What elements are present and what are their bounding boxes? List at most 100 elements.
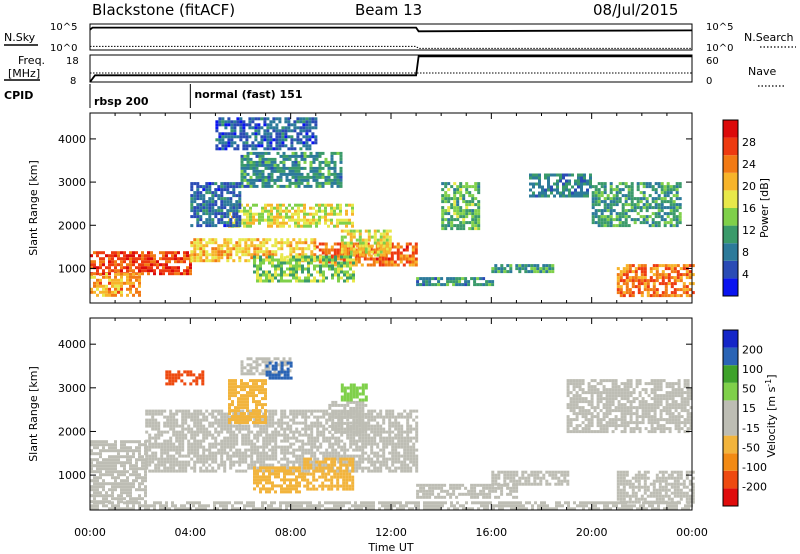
heatmap-cell — [259, 279, 262, 283]
heatmap-cell — [321, 215, 324, 219]
heatmap-cell — [334, 451, 338, 455]
heatmap-cell — [171, 251, 174, 255]
heatmap-cell — [664, 285, 668, 289]
heatmap-cell — [311, 126, 315, 130]
heatmap-cell — [229, 238, 233, 242]
colorbar-tick-label: 20 — [742, 180, 756, 193]
heatmap-cell — [464, 280, 468, 284]
heatmap-cell — [283, 463, 287, 467]
heatmap-cell — [284, 144, 288, 148]
heatmap-cell — [312, 212, 315, 216]
heatmap-cell — [224, 135, 228, 139]
heatmap-cell — [145, 448, 149, 452]
heatmap-cell — [303, 209, 306, 213]
heatmap-cell — [533, 267, 537, 271]
heatmap-cell — [336, 466, 340, 470]
heatmap-cell — [129, 275, 132, 279]
heatmap-cell — [292, 415, 296, 419]
heatmap-cell — [672, 209, 676, 213]
heatmap-cell — [337, 445, 341, 449]
heatmap-cell — [391, 454, 395, 458]
heatmap-cell — [660, 188, 664, 192]
heatmap-cell — [330, 154, 334, 158]
heatmap-cell — [117, 263, 120, 267]
heatmap-cell — [169, 460, 173, 464]
heatmap-cell — [670, 282, 674, 286]
heatmap-cell — [259, 469, 262, 473]
heatmap-cell — [144, 485, 147, 489]
heatmap-cell — [288, 215, 291, 219]
heatmap-cell — [651, 206, 655, 210]
heatmap-cell — [376, 451, 380, 455]
heatmap-cell — [334, 454, 338, 458]
heatmap-cell — [286, 238, 290, 242]
heatmap-cell — [318, 151, 322, 155]
heatmap-cell — [345, 478, 349, 482]
heatmap-cell — [148, 448, 152, 452]
heatmap-cell — [382, 232, 386, 236]
heatmap-cell — [382, 439, 386, 443]
heatmap-cell — [282, 169, 286, 173]
heatmap-cell — [241, 460, 245, 464]
heatmap-cell — [676, 273, 680, 277]
heatmap-cell — [135, 266, 138, 270]
heatmap-cell — [285, 212, 288, 216]
heatmap-cell — [229, 442, 233, 446]
heatmap-cell — [150, 254, 153, 258]
heatmap-cell — [477, 191, 481, 195]
heatmap-cell — [267, 209, 270, 213]
heatmap-cell — [237, 403, 240, 407]
heatmap-cell — [624, 209, 628, 213]
heatmap-cell — [268, 439, 272, 443]
heatmap-cell — [385, 460, 389, 464]
heatmap-cell — [114, 263, 117, 267]
heatmap-cell — [370, 244, 374, 248]
heatmap-cell — [135, 479, 138, 483]
heatmap-cell — [591, 203, 595, 207]
heatmap-cell — [515, 264, 519, 268]
heatmap-cell — [619, 285, 623, 289]
heatmap-cell — [193, 430, 197, 434]
heatmap-cell — [306, 460, 310, 464]
heatmap-cell — [283, 469, 286, 473]
heatmap-cell — [652, 288, 656, 292]
heatmap-cell — [603, 191, 607, 195]
heatmap-cell — [282, 224, 285, 228]
heatmap-cell — [132, 479, 135, 483]
heatmap-cell — [190, 433, 194, 437]
heatmap-cell — [96, 467, 99, 471]
heatmap-cell — [96, 485, 99, 489]
heatmap-cell — [634, 273, 638, 277]
heatmap-cell — [208, 188, 212, 192]
heatmap-cell — [379, 460, 383, 464]
heatmap-cell — [310, 445, 314, 449]
heatmap-cell — [229, 197, 233, 201]
heatmap-cell — [450, 227, 454, 231]
heatmap-cell — [453, 212, 457, 216]
heatmap-cell — [223, 188, 227, 192]
heatmap-cell — [228, 379, 231, 383]
heatmap-cell — [239, 132, 243, 136]
heatmap-cell — [444, 218, 448, 222]
heatmap-cell — [232, 436, 236, 440]
heatmap-cell — [141, 269, 144, 273]
heatmap-cell — [279, 203, 282, 207]
heatmap-cell — [290, 123, 294, 127]
heatmap-cell — [678, 212, 682, 216]
heatmap-cell — [640, 264, 644, 268]
heatmap-cell — [446, 283, 450, 287]
heatmap-cell — [205, 209, 209, 213]
heatmap-cell — [640, 273, 644, 277]
heatmap-cell — [226, 418, 230, 422]
heatmap-cell — [624, 224, 628, 228]
heatmap-cell — [181, 439, 185, 443]
heatmap-cell — [226, 247, 230, 251]
heatmap-cell — [154, 412, 158, 416]
heatmap-cell — [387, 257, 391, 261]
heatmap-cell — [227, 132, 231, 136]
heatmap-cell — [190, 206, 194, 210]
heatmap-cell — [217, 218, 221, 222]
heatmap-cell — [415, 469, 419, 473]
heatmap-cell — [370, 451, 374, 455]
heatmap-cell — [289, 258, 292, 262]
